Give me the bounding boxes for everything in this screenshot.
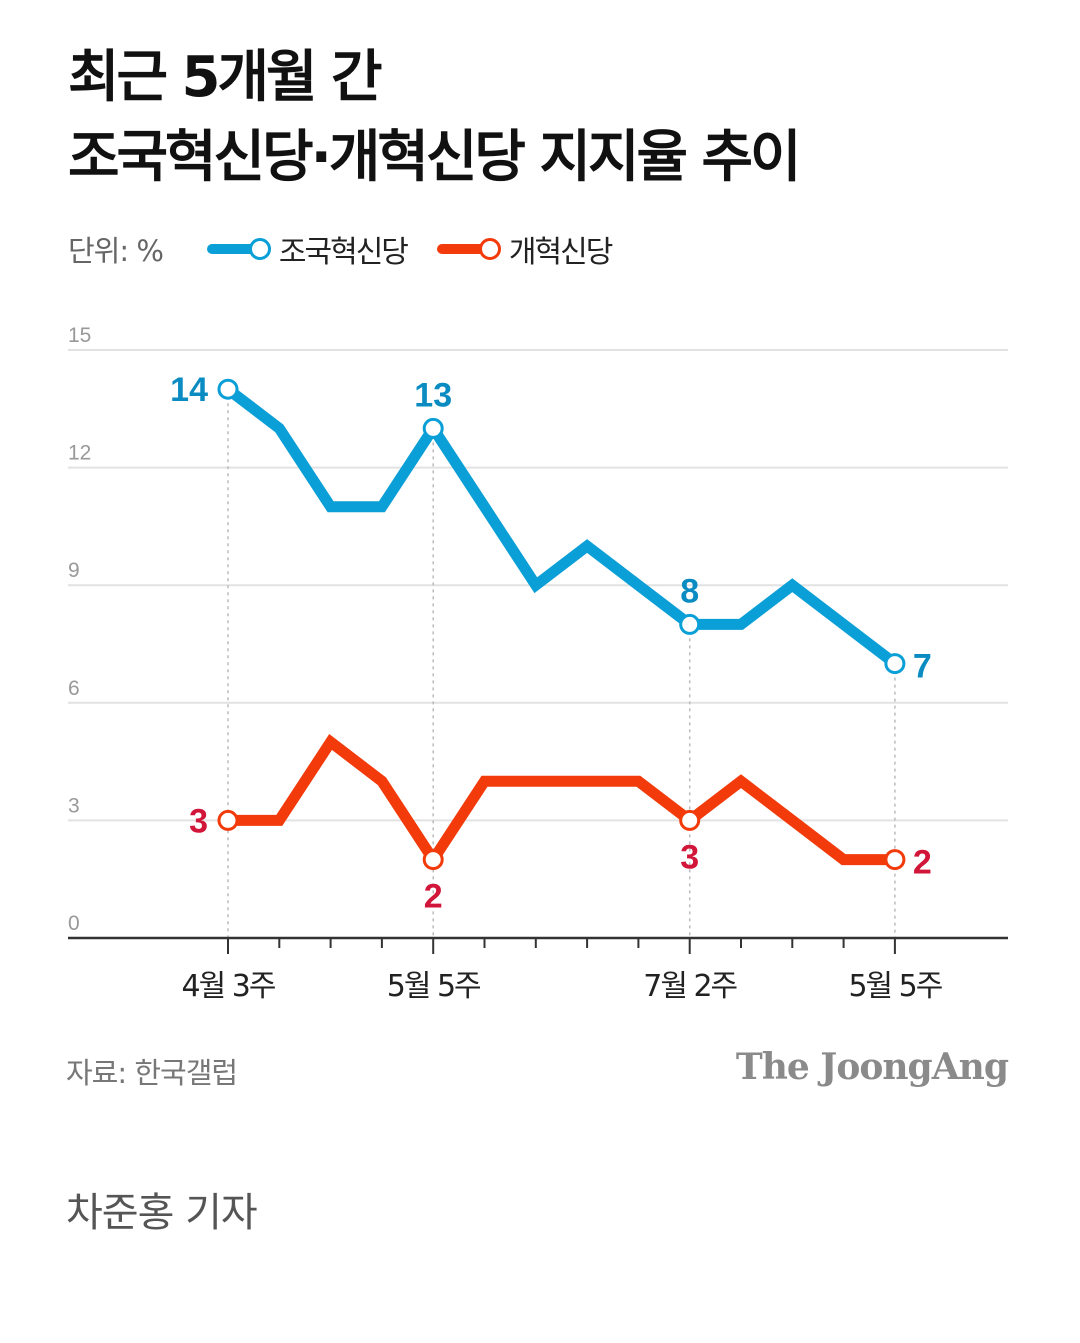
data-point-marker: [679, 809, 701, 831]
data-label: 14: [170, 371, 208, 409]
data-point-marker: [217, 809, 239, 831]
data-label: 7: [913, 648, 932, 686]
data-label: 8: [680, 572, 699, 610]
x-tick-label: 5월 5주: [848, 969, 941, 1004]
y-tick-label: 0: [68, 912, 80, 935]
y-tick-label: 6: [68, 677, 80, 700]
byline: 차준홍 기자: [66, 1190, 258, 1236]
data-point-marker: [884, 849, 906, 871]
data-point-marker: [422, 417, 444, 439]
series-line-reform: [228, 734, 895, 870]
y-tick-label: 9: [68, 559, 80, 582]
x-tick-label: 5월 5주: [387, 969, 480, 1004]
legend-line-marker-icon: [436, 238, 501, 260]
unit-label: 단위: %: [68, 234, 164, 268]
data-label: 2: [424, 878, 443, 916]
x-tick-label: 4월 3주: [182, 969, 275, 1004]
data-point-marker: [217, 378, 239, 400]
legend-item-reform: 개혁신당: [436, 227, 613, 271]
chart-title-line2: 조국혁신당·개혁신당 지지율 추이: [68, 125, 802, 190]
y-tick-label: 12: [68, 442, 91, 465]
data-label: 2: [913, 844, 932, 882]
data-point-marker: [679, 613, 701, 635]
brand-logo: The JoongAng: [735, 1046, 1009, 1088]
legend-label-cho: 조국혁신당: [278, 235, 409, 270]
data-point-marker: [422, 849, 444, 871]
chart-title-line1: 최근 5개월 간: [68, 45, 383, 110]
data-point-marker: [884, 653, 906, 675]
legend: 단위: % 조국혁신당 개혁신당: [68, 224, 641, 274]
x-tick-label: 7월 2주: [643, 969, 736, 1004]
data-label: 3: [680, 838, 699, 876]
y-tick-label: 3: [68, 794, 80, 817]
data-label: 13: [414, 376, 452, 414]
source-note: 자료: 한국갤럽: [66, 1056, 238, 1090]
line-chart: 0 3 6 9 12 15 4월 3주 5월 5주 7월 2주 5월 5주 14 13 8 7 3 2 3 2: [68, 324, 1008, 1004]
legend-item-cho: 조국혁신당: [206, 227, 409, 271]
data-label: 3: [189, 802, 208, 840]
legend-label-reform: 개혁신당: [508, 235, 613, 270]
y-tick-label: 15: [68, 324, 91, 347]
series-line-cho: [224, 384, 899, 668]
legend-line-marker-icon: [206, 238, 271, 260]
